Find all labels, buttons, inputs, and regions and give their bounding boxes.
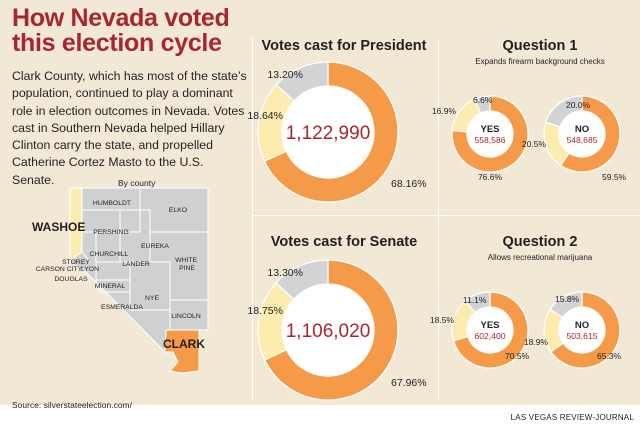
slice-label-q2-yes-0: 70.5% [505, 351, 530, 361]
map-label-churchill: CHURCHILL [90, 251, 129, 258]
map-washoe-county [69, 187, 83, 264]
divider-middle [438, 40, 439, 400]
center-value-q2-yes: 602,400 [474, 331, 505, 341]
slice-label-president-1: 18.64% [247, 110, 283, 122]
center-value-senate: 1,106,020 [286, 321, 371, 342]
slice-label-q1-no-2: 20.0% [566, 100, 591, 110]
page-title: How Nevada voted this election cycle [12, 6, 252, 56]
donut-slice-q2-yes-clark [452, 291, 529, 369]
slice-label-q2-no-2: 15.8% [555, 294, 580, 304]
donut-center-q2-yes [467, 307, 513, 353]
title-line-1: How Nevada voted [12, 4, 230, 32]
donut-president: 68.16% 18.64% 13.20% 1,122,990 [247, 61, 427, 203]
map-label-nye: NYE [145, 295, 159, 302]
map-label-clark: CLARK [163, 337, 205, 351]
map-label-lander: LANDER [122, 261, 150, 268]
donut-slice-senate-rest-of-state [275, 259, 329, 300]
map-label-douglas: DOUGLAS [54, 276, 88, 283]
map-label-white-pine-line1: WHITE [175, 257, 197, 264]
donut-slice-q1-yes-clark [451, 95, 529, 173]
divider-horizontal [252, 215, 640, 216]
donut-slice-q1-no-rest-of-state [545, 95, 583, 128]
map-label-white-pine-line2: PINE [179, 265, 195, 272]
slice-label-president-2: 13.20% [267, 69, 303, 81]
title-line-2: this election cycle [12, 29, 222, 57]
source-note: Source: silverstateelection.com/ [12, 400, 132, 410]
donut-slice-q1-no-clark [559, 95, 621, 173]
donut-slice-q2-yes-rest-of-state [464, 291, 491, 314]
slice-label-senate-2: 13.30% [267, 267, 303, 279]
map-label-humboldt: HUMBOLDT [93, 200, 131, 207]
map-clark-county [164, 329, 200, 374]
map-label-storey: STOREY [62, 259, 90, 266]
slice-label-senate-0: 67.96% [391, 377, 427, 389]
question2-title: Question 2 [502, 234, 578, 250]
slice-label-q1-no-0: 59.5% [602, 172, 627, 182]
center-value-q1-yes: 558,586 [474, 135, 505, 145]
slice-label-q2-no-1: 18.9% [524, 337, 549, 347]
donut-senate: 67.96% 18.75% 13.30% 1,106,020 [247, 259, 427, 401]
donut-slice-senate-clark [263, 259, 399, 401]
donut-center-q2-no [559, 307, 605, 353]
center-label-q2-yes: YES [480, 320, 499, 331]
center-value-q2-no: 503,615 [566, 331, 597, 341]
center-label-q2-no: NO [575, 320, 589, 331]
donut-slice-q2-no-rest-of-state [549, 291, 583, 319]
map-label-elko: ELKO [169, 207, 187, 214]
donut-center-q1-yes [467, 111, 513, 157]
map-label-mineral: MINERAL [95, 283, 125, 290]
divider-left [252, 38, 253, 400]
intro-text: Clark County, which has most of the stat… [12, 69, 247, 187]
map-label-pershing: PERSHING [93, 229, 129, 236]
senate-chart-title: Votes cast for Senate [270, 234, 418, 250]
slice-label-q1-no-1: 20.5% [522, 139, 547, 149]
map-label-white-pine: WHITE PINE [175, 257, 199, 272]
donut-slice-q1-yes-rest-of-state [473, 95, 491, 114]
map-label-washoe: WASHOE [32, 220, 85, 234]
center-value-q1-no: 548,685 [566, 135, 597, 145]
donut-center-president [282, 86, 374, 178]
slice-label-senate-1: 18.75% [247, 305, 283, 317]
center-label-q1-yes: YES [480, 124, 499, 135]
map-label-esmeralda: ESMERALDA [101, 304, 143, 311]
slice-label-q2-yes-1: 18.5% [430, 315, 455, 325]
map-label-lyon: LYON [81, 266, 99, 273]
donut-center-senate [282, 284, 374, 376]
slice-label-q1-yes-0: 76.6% [478, 172, 503, 182]
center-label-q1-no: NO [575, 124, 589, 135]
slice-label-q1-yes-1: 16.9% [432, 106, 457, 116]
donut-slice-president-rest-of-state [275, 61, 329, 102]
question1-subtitle: Expands firearm background checks [475, 57, 605, 66]
center-value-president: 1,122,990 [286, 123, 371, 144]
map-caption: By county [118, 178, 156, 188]
question1-title: Question 1 [502, 38, 578, 54]
president-chart-title: Votes cast for President [261, 38, 427, 54]
publisher-credit: LAS VEGAS REVIEW-JOURNAL [510, 413, 634, 422]
map-label-lincoln: LINCOLN [171, 313, 201, 320]
slice-label-q2-yes-2: 11.1% [463, 295, 487, 305]
donut-center-q1-no [559, 111, 605, 157]
map-label-carson-city: CARSON CITY [36, 266, 83, 273]
map-label-eureka: EUREKA [141, 243, 169, 250]
donut-slice-q2-no-clark [550, 291, 621, 369]
slice-label-q1-yes-2: 6.6% [473, 95, 493, 105]
donut-slice-president-clark [263, 61, 399, 203]
question2-subtitle: Allows recreational marijuana [487, 253, 593, 262]
slice-label-president-0: 68.16% [391, 178, 427, 190]
slice-label-q2-no-0: 65.3% [597, 351, 622, 361]
